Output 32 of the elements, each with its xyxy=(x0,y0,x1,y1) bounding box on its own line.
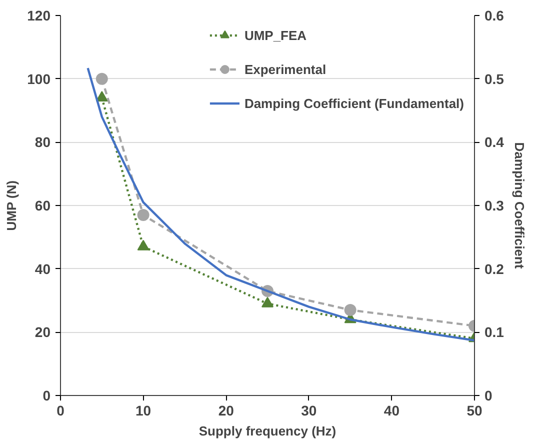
point xyxy=(344,304,356,316)
y-tick-label: 60 xyxy=(34,198,51,214)
legend-label: Experimental xyxy=(244,62,326,76)
y-tick-label: 80 xyxy=(34,134,51,150)
y2-axis-title: Damping Coefficient xyxy=(512,142,527,270)
y-tick-label: 120 xyxy=(27,8,51,24)
y2-tick-label: 0.3 xyxy=(484,198,504,214)
x-tick-label: 20 xyxy=(218,402,234,418)
y-tick-label: 40 xyxy=(34,260,51,277)
legend-label: Damping Coefficient (Fundamental) xyxy=(244,96,464,110)
x-tick-label: 30 xyxy=(301,402,317,418)
legend-label: UMP_FEA xyxy=(244,28,307,42)
point xyxy=(137,240,150,250)
x-tick-label: 10 xyxy=(136,402,152,418)
point xyxy=(96,72,108,85)
x-axis-title: Supply frequency (Hz) xyxy=(198,424,336,438)
y2-tick-label: 0.6 xyxy=(484,8,504,24)
y2-tick-label: 0.1 xyxy=(484,324,504,340)
y-tick-label: 0 xyxy=(42,388,51,404)
y2-tick-label: 0.2 xyxy=(484,260,504,277)
x-tick-label: 50 xyxy=(466,402,482,418)
y2-tick-label: 0.4 xyxy=(484,134,504,150)
point xyxy=(262,296,274,308)
y2-tick-label: 0 xyxy=(484,388,492,404)
point xyxy=(137,209,150,221)
y2-tick-label: 0.5 xyxy=(484,70,504,87)
y-axis-title: UMP (N) xyxy=(4,180,20,231)
y-tick-label: 100 xyxy=(27,70,51,87)
x-tick-label: 40 xyxy=(384,402,400,418)
y-tick-label: 20 xyxy=(34,324,51,340)
point xyxy=(96,90,108,102)
x-tick-label: 0 xyxy=(56,402,65,418)
